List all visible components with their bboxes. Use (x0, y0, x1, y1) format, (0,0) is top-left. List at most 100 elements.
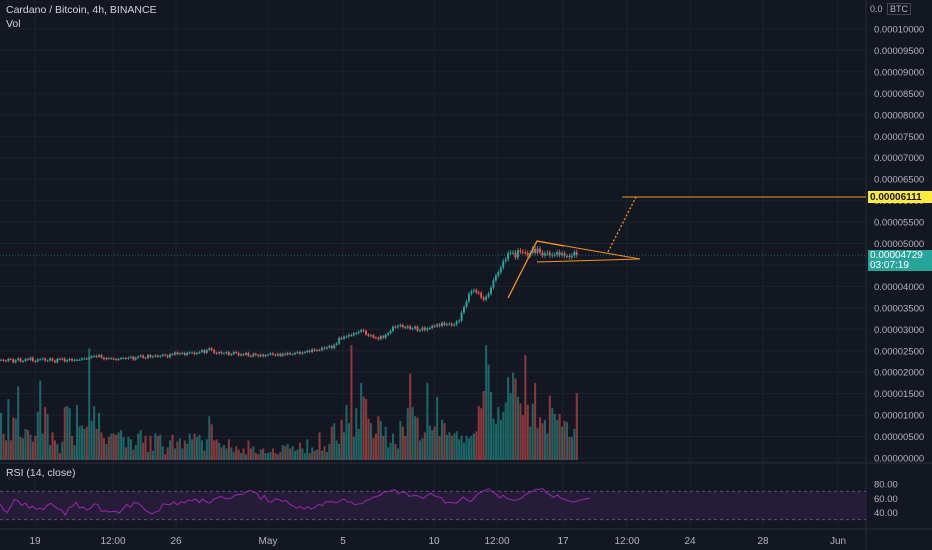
candle (367, 334, 370, 336)
candle (132, 356, 135, 360)
volume-bar (56, 443, 59, 460)
candle (205, 349, 208, 353)
volume-bar (316, 449, 319, 460)
volume-bar (543, 419, 546, 460)
price-tick-label: 0.00001500 (874, 389, 924, 400)
volume-bar (245, 454, 248, 460)
candle (0, 359, 2, 361)
volume-bar (279, 451, 282, 460)
candle (117, 358, 120, 360)
price-axis-top-label: 0.0 (870, 4, 883, 14)
candle (2, 359, 5, 361)
candle (570, 255, 573, 258)
candle (267, 354, 270, 356)
volume-bar (298, 442, 301, 460)
candle (428, 328, 431, 330)
volume-bar (448, 432, 451, 460)
volume-bar (426, 382, 429, 460)
candle (161, 354, 164, 356)
candle (311, 349, 314, 353)
candle (85, 358, 88, 360)
candle (448, 323, 451, 325)
time-tick-label: May (259, 536, 278, 547)
candle (521, 251, 524, 253)
candle (352, 333, 355, 336)
volume-bar (218, 442, 221, 460)
candle (487, 293, 490, 297)
candle (526, 252, 529, 256)
time-tick-label: 24 (684, 536, 696, 547)
volume-bar (22, 438, 25, 460)
volume-bar (267, 453, 270, 460)
candle (463, 306, 466, 313)
candle (438, 324, 441, 326)
volume-bar (431, 430, 434, 460)
volume-bar (9, 440, 12, 460)
volume-legend: Vol (6, 18, 21, 30)
volume-bar (186, 443, 189, 460)
volume-bar (271, 448, 275, 460)
volume-bar (367, 418, 370, 460)
volume-bar (526, 404, 529, 460)
candle (313, 349, 316, 351)
volume-bar (362, 396, 365, 460)
target-price-text: 0.00006111 (870, 192, 922, 203)
candle (252, 353, 255, 357)
candle (124, 358, 127, 360)
candle (14, 360, 17, 363)
candle (492, 280, 495, 288)
volume-bar (31, 441, 34, 460)
volume-bar (303, 453, 306, 460)
candle (345, 336, 348, 338)
candle (357, 331, 360, 334)
volume-bar (122, 437, 125, 460)
candle (78, 359, 81, 361)
volume-bar (254, 453, 257, 460)
volume-bar (345, 404, 348, 460)
candle (90, 356, 93, 358)
candle (394, 326, 397, 328)
volume-bar (78, 426, 81, 460)
candle (235, 352, 238, 354)
volume-bar (289, 448, 292, 460)
volume-bar (252, 446, 255, 460)
volume-bar (575, 393, 578, 460)
price-tick-label: 0.00000500 (874, 432, 924, 443)
candle (436, 324, 439, 327)
volume-bar (374, 433, 377, 460)
volume-bar (485, 345, 488, 460)
candle (17, 358, 20, 361)
volume-bar (343, 432, 346, 460)
candle (227, 352, 230, 356)
volume-bar (129, 439, 132, 460)
candle (553, 254, 556, 256)
candle (291, 354, 294, 356)
volume-bar (318, 432, 321, 460)
candle (507, 252, 510, 260)
candle (416, 326, 419, 331)
price-tick-label: 0.00000000 (874, 454, 924, 465)
volume-bar (83, 428, 86, 460)
volume-bar (477, 405, 480, 460)
candle (232, 352, 235, 355)
volume-bar (75, 404, 79, 460)
volume-bar (519, 403, 522, 460)
volume-bar (166, 447, 169, 460)
volume-bar (262, 448, 265, 460)
candle (247, 352, 250, 356)
volume-bar (436, 396, 439, 460)
price-tick-label: 0.00005000 (874, 239, 924, 250)
candle (166, 355, 169, 358)
price-tick-label: 0.00002000 (874, 368, 924, 379)
candle (536, 248, 539, 253)
volume-bar (164, 454, 167, 460)
candle (218, 352, 221, 354)
candle (63, 358, 66, 362)
candle (347, 334, 350, 337)
candle (524, 252, 527, 254)
volume-bar (29, 434, 32, 460)
candle (453, 324, 456, 326)
volume-bar (107, 437, 110, 460)
price-tick-label: 0.00003500 (874, 303, 924, 314)
